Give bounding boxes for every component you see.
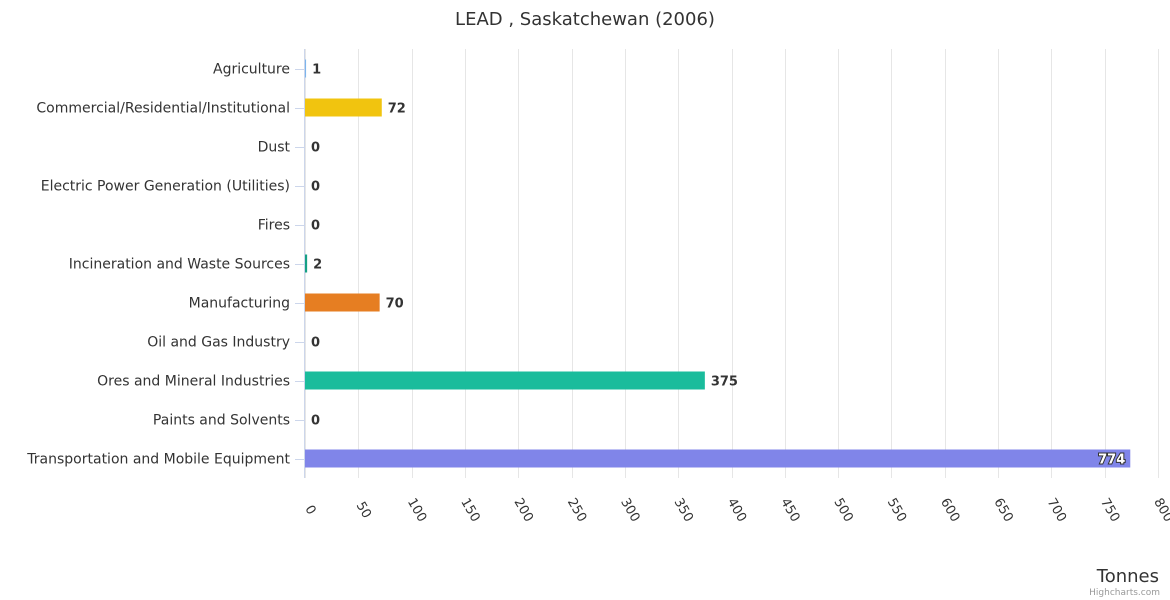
x-tick-label: 150 xyxy=(457,496,482,525)
bars xyxy=(305,59,1131,468)
x-tick-label: 350 xyxy=(671,496,696,525)
category-label: Commercial/Residential/Institutional xyxy=(36,101,290,117)
bar[interactable] xyxy=(305,254,308,273)
category-label: Incineration and Waste Sources xyxy=(69,257,290,273)
x-tick-label: 50 xyxy=(353,499,374,521)
x-axis-ticks: 0 50 100 150 200 250 300 350 400 450 500 550 600 650 7… xyxy=(301,496,1170,525)
data-label: 0 xyxy=(311,180,320,195)
x-tick-label: 300 xyxy=(617,496,642,525)
category-label: Electric Power Generation (Utilities) xyxy=(41,179,290,195)
data-label: 1 xyxy=(312,63,321,78)
x-tick-label: 400 xyxy=(724,496,749,525)
data-labels: 1 72 0 0 0 2 70 0 375 0 774 xyxy=(311,63,1126,469)
bar[interactable] xyxy=(305,59,307,78)
x-tick-label: 600 xyxy=(937,496,962,525)
x-tick-label: 750 xyxy=(1097,496,1122,525)
x-tick-label: 500 xyxy=(830,496,855,525)
category-label: Oil and Gas Industry xyxy=(147,335,290,351)
category-labels: Agriculture Commercial/Residential/Instit… xyxy=(26,62,290,468)
x-tick-label: 550 xyxy=(884,496,909,525)
category-label: Ores and Mineral Industries xyxy=(97,374,290,390)
category-label: Dust xyxy=(258,140,291,156)
x-tick-label: 700 xyxy=(1044,496,1069,525)
x-tick-label: 450 xyxy=(777,496,802,525)
bar[interactable] xyxy=(305,371,705,390)
category-label: Paints and Solvents xyxy=(153,413,290,429)
data-label: 2 xyxy=(313,258,322,273)
x-tick-label: 800 xyxy=(1150,496,1170,525)
bar[interactable] xyxy=(305,293,380,312)
credits-link[interactable]: Highcharts.com xyxy=(1089,588,1160,598)
value-axis-title: Tonnes xyxy=(1096,566,1159,587)
bar[interactable] xyxy=(305,98,382,117)
data-label: 774 xyxy=(1098,453,1125,468)
data-label: 70 xyxy=(386,297,404,312)
chart-title: LEAD , Saskatchewan (2006) xyxy=(455,9,715,30)
x-tick-label: 100 xyxy=(404,496,429,525)
x-tick-label: 0 xyxy=(301,503,318,518)
category-label: Transportation and Mobile Equipment xyxy=(26,452,290,468)
data-label: 72 xyxy=(388,102,406,117)
data-label: 0 xyxy=(311,336,320,351)
grid xyxy=(295,49,1159,478)
data-label: 0 xyxy=(311,219,320,234)
x-tick-label: 250 xyxy=(564,496,589,525)
data-label: 0 xyxy=(311,414,320,429)
data-label: 0 xyxy=(311,141,320,156)
bar[interactable] xyxy=(305,449,1131,468)
x-tick-label: 200 xyxy=(511,496,536,525)
category-label: Agriculture xyxy=(213,62,290,78)
data-label: 375 xyxy=(711,375,738,390)
category-label: Fires xyxy=(258,218,290,234)
category-label: Manufacturing xyxy=(189,296,290,312)
x-tick-label: 650 xyxy=(990,496,1015,525)
